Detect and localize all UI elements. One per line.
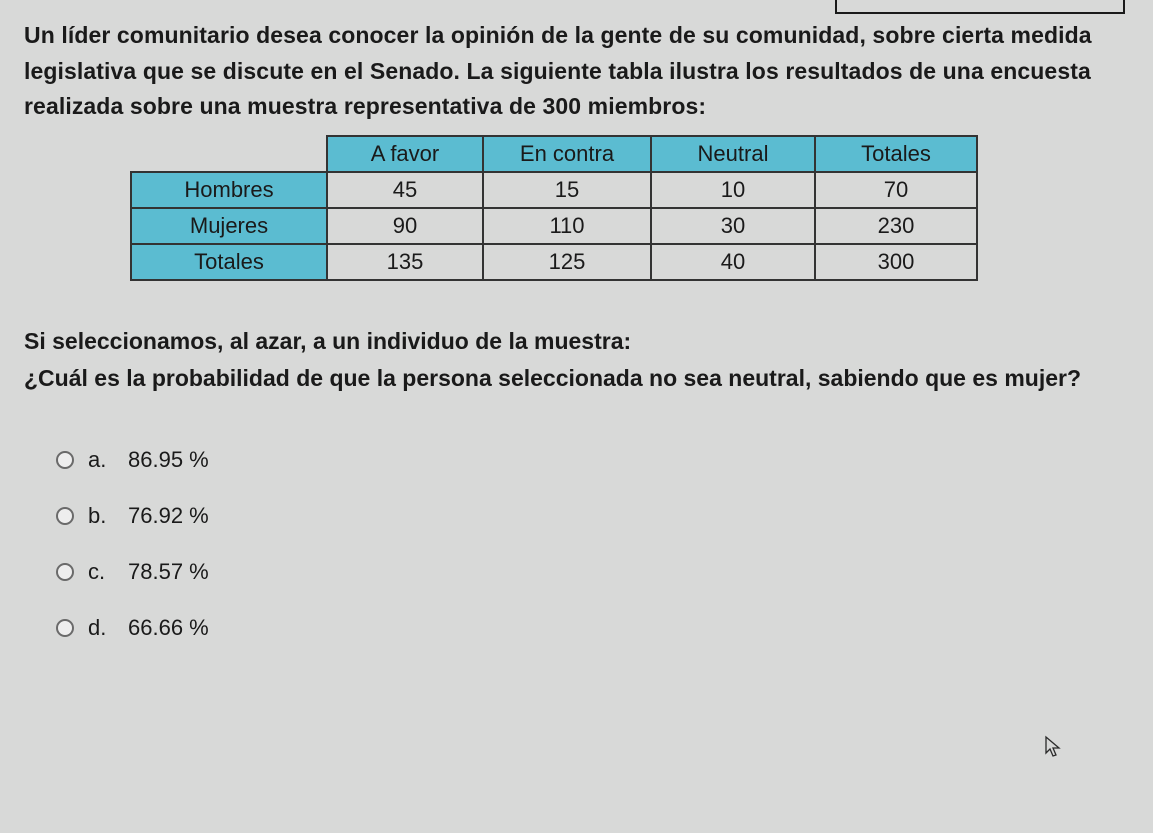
radio-icon[interactable] [56,619,74,637]
table-row: Mujeres 90 110 30 230 [131,208,977,244]
option-text: 78.57 % [128,559,209,585]
option-text: 86.95 % [128,447,209,473]
option-text: 76.92 % [128,503,209,529]
table-row: Totales 135 125 40 300 [131,244,977,280]
cell: 110 [483,208,651,244]
radio-icon[interactable] [56,507,74,525]
cursor-icon [1043,735,1063,765]
cell: 135 [327,244,483,280]
cell: 90 [327,208,483,244]
cell: 30 [651,208,815,244]
option-letter: b. [88,503,114,529]
col-header: En contra [483,136,651,172]
answer-options: a. 86.95 % b. 76.92 % c. 78.57 % d. 66.6… [56,447,1125,641]
option-c[interactable]: c. 78.57 % [56,559,1125,585]
radio-icon[interactable] [56,451,74,469]
radio-icon[interactable] [56,563,74,581]
col-header: Totales [815,136,977,172]
cell: 40 [651,244,815,280]
question-line: ¿Cuál es la probabilidad de que la perso… [24,360,1125,397]
partial-header-box [835,0,1125,14]
survey-table: A favor En contra Neutral Totales Hombre… [130,135,978,281]
option-letter: c. [88,559,114,585]
option-b[interactable]: b. 76.92 % [56,503,1125,529]
cell: 70 [815,172,977,208]
cell: 15 [483,172,651,208]
row-header: Hombres [131,172,327,208]
cell: 230 [815,208,977,244]
option-letter: a. [88,447,114,473]
option-text: 66.66 % [128,615,209,641]
table-corner [131,136,327,172]
cell: 300 [815,244,977,280]
option-a[interactable]: a. 86.95 % [56,447,1125,473]
cell: 10 [651,172,815,208]
option-letter: d. [88,615,114,641]
row-header: Mujeres [131,208,327,244]
table-row: Hombres 45 15 10 70 [131,172,977,208]
cell: 125 [483,244,651,280]
option-d[interactable]: d. 66.66 % [56,615,1125,641]
cell: 45 [327,172,483,208]
row-header: Totales [131,244,327,280]
col-header: A favor [327,136,483,172]
question-line: Si seleccionamos, al azar, a un individu… [24,323,1125,360]
col-header: Neutral [651,136,815,172]
question-prompt: Un líder comunitario desea conocer la op… [24,18,1125,125]
sub-question: Si seleccionamos, al azar, a un individu… [24,323,1125,397]
